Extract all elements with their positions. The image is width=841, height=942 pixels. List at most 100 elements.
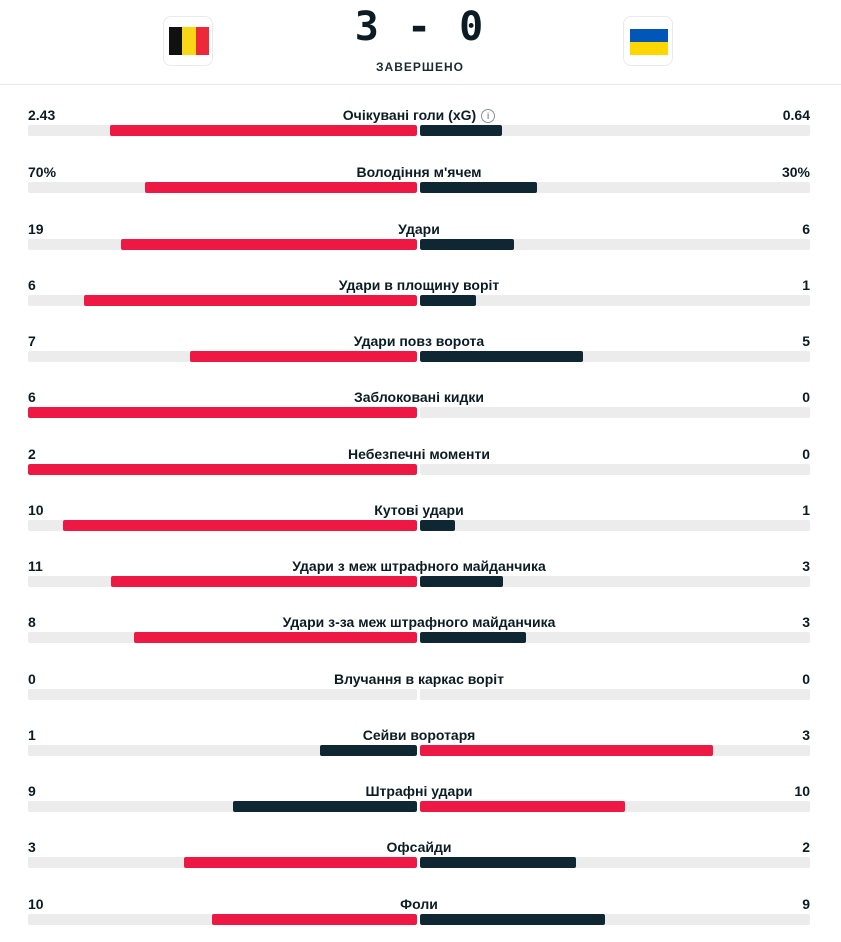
home-stat-value: 11 [28,558,43,574]
away-stat-bar-fill [420,520,455,531]
home-stat-bar-track [28,801,417,812]
away-stat-value: 9 [802,896,810,912]
away-stat-bar-track [420,239,810,250]
stat-label: Удари повз ворота [28,333,810,349]
away-stat-value: 0 [802,389,810,405]
away-stat-bar-fill [420,239,514,250]
stat-label-text: Очікувані голи (xG) [342,107,477,123]
away-stat-bar-track [420,295,810,306]
stat-row: 7 Удари повз ворота 5 [28,333,810,373]
home-stat-value: 9 [28,783,36,799]
stat-row: 0 Влучання в каркас воріт 0 [28,671,810,711]
stat-row: 19 Удари 6 [28,221,810,261]
home-stat-value: 6 [28,389,36,405]
stat-label-text: Удари в площину воріт [338,277,500,293]
away-team-badge[interactable] [623,16,673,66]
stat-label: Удари з меж штрафного майданчика [28,558,810,574]
home-stat-value: 8 [28,614,36,630]
stat-row: 6 Заблоковані кидки 0 [28,389,810,429]
home-stat-bar-track [28,407,417,418]
stat-label: Штрафні удари [28,783,810,799]
home-stat-value: 2.43 [28,107,56,123]
away-stat-bar-track [420,464,810,475]
match-status: ЗАВЕРШЕНО [376,60,464,74]
stat-label-text: Удари з меж штрафного майданчика [292,558,546,574]
home-stat-bar-fill [134,632,417,643]
stat-label-text: Удари з-за меж штрафного майданчика [282,614,556,630]
match-score: 3 - 0 [354,4,486,50]
stat-label-text: Штрафні удари [365,783,473,799]
home-stat-bar-fill [111,576,417,587]
home-stat-value: 7 [28,333,36,349]
away-stat-value: 1 [802,502,810,518]
away-stat-bar-fill [420,182,537,193]
home-stat-bar-fill [28,407,417,418]
stat-label-text: Володіння м'ячем [356,164,482,180]
stat-label: Небезпечні моменти [28,446,810,462]
stat-label: Заблоковані кидки [28,389,810,405]
away-stat-bar-fill [420,914,605,925]
home-stat-bar-track [28,576,417,587]
flag-stripe [630,29,668,42]
home-stat-bar-fill [320,745,417,756]
away-stat-bar-track [420,351,810,362]
home-stat-bar-track [28,632,417,643]
stat-row: 1 Сейви воротаря 3 [28,727,810,767]
stat-label: Удари [28,221,810,237]
home-stat-value: 0 [28,671,36,687]
stat-row: 10 Кутові удари 1 [28,502,810,542]
stat-label: Очікувані голи (xG) i [28,107,810,123]
info-icon[interactable]: i [481,109,496,123]
home-stat-bar-fill [190,351,417,362]
away-stat-bar-fill [420,745,713,756]
belgium-flag-icon [169,27,209,55]
ukraine-flag-icon [630,29,668,55]
away-stat-value: 3 [802,614,810,630]
away-stat-bar-track [420,689,810,700]
stat-row: 2.43 Очікувані голи (xG) i 0.64 [28,107,810,147]
flag-stripe [182,27,196,55]
stat-label: Офсайди [28,839,810,855]
home-stat-value: 3 [28,839,36,855]
home-team-badge[interactable] [163,16,213,66]
away-stat-bar-track [420,857,810,868]
away-stat-value: 2 [802,839,810,855]
stat-label-text: Небезпечні моменти [348,446,490,462]
home-stat-value: 70% [28,164,57,180]
home-stat-bar-track [28,689,417,700]
stat-label-text: Кутові удари [374,502,464,518]
away-stat-value: 6 [802,221,810,237]
stat-row: 3 Офсайди 2 [28,839,810,879]
stat-label-text: Заблоковані кидки [353,389,485,405]
stat-label: Влучання в каркас воріт [28,671,810,687]
home-stat-bar-track [28,295,417,306]
stat-label-text: Влучання в каркас воріт [333,671,505,687]
away-stat-value: 3 [802,558,810,574]
away-stat-value: 0 [802,446,810,462]
home-stat-value: 19 [28,221,44,237]
stat-label-text: Офсайди [386,839,452,855]
away-stat-bar-track [420,576,810,587]
home-stat-value: 6 [28,277,36,293]
away-stat-value: 1 [802,277,810,293]
home-stat-bar-fill [63,520,417,531]
away-stat-bar-track [420,125,810,136]
away-stat-bar-track [420,407,810,418]
stat-label-text: Удари повз ворота [353,333,485,349]
home-stat-bar-track [28,351,417,362]
away-stat-bar-fill [420,632,526,643]
home-stat-value: 10 [28,896,44,912]
stat-label: Володіння м'ячем [28,164,810,180]
home-stat-bar-fill [110,125,417,136]
stat-row: 9 Штрафні удари 10 [28,783,810,823]
home-stat-bar-fill [84,295,417,306]
stat-label-text: Удари [398,221,440,237]
away-stat-bar-track [420,182,810,193]
home-stat-bar-track [28,182,417,193]
home-stat-bar-track [28,914,417,925]
flag-stripe [630,42,668,55]
away-stat-bar-track [420,801,810,812]
flag-stripe [169,27,183,55]
away-stat-value: 3 [802,727,810,743]
stat-label-text: Фоли [400,896,438,912]
